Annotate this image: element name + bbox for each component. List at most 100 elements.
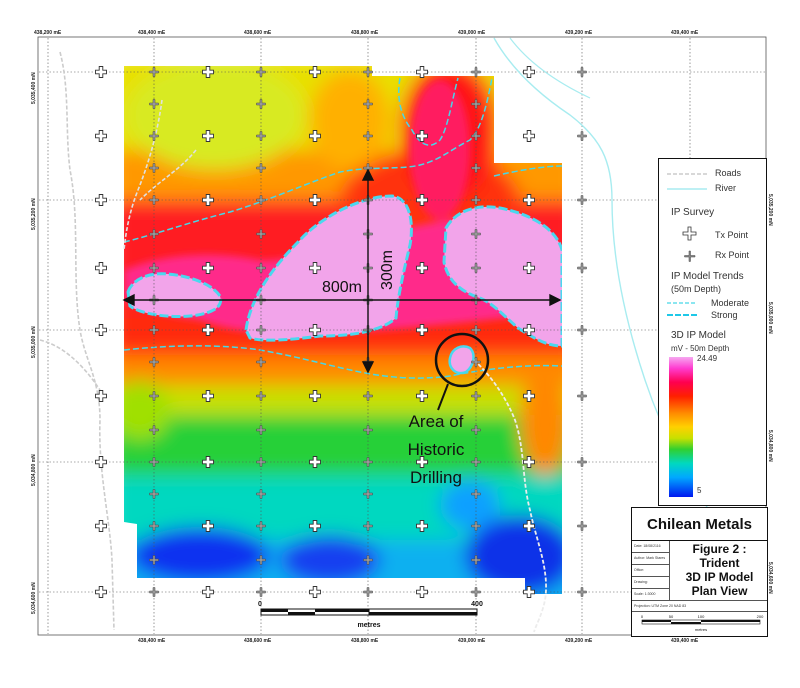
moderate-trend-east: [493, 165, 562, 177]
rx-point-icon: [363, 521, 373, 531]
legend-trends-subtitle: (50m Depth): [671, 284, 722, 294]
tx-point-icon: [309, 324, 321, 336]
tx-point-icon: [202, 586, 214, 598]
rx-point-icon: [256, 163, 266, 173]
legend-tx-point: Tx Point: [715, 230, 749, 240]
easting-label-top: 438,400 mE: [138, 30, 166, 36]
rx-point-icon: [363, 131, 373, 141]
tx-point-icon: [416, 324, 428, 336]
legend-min-value: 5: [697, 486, 702, 495]
rx-point-icon: [256, 521, 266, 531]
rx-point-icon: [577, 457, 587, 467]
rx-point-icon: [149, 263, 159, 273]
tx-point-icon: [95, 456, 107, 468]
tx-point-icon: [95, 520, 107, 532]
info-row: Date: 18/08/2116: [632, 541, 670, 553]
road-northwest-b: [139, 149, 197, 201]
river-branch: [509, 37, 591, 99]
rx-point-icon: [363, 425, 373, 435]
rx-point-icon: [256, 425, 266, 435]
legend-trends-title: IP Model Trends: [671, 271, 744, 282]
tx-point-icon: [416, 130, 428, 142]
tx-point-icon: [202, 520, 214, 532]
tb-scale-tick: 50: [669, 614, 674, 619]
rx-point-icon: [363, 457, 373, 467]
road-northwest: [123, 99, 163, 251]
northing-label-right: 5,035,000 mN: [767, 302, 773, 334]
rx-point-icon: [149, 457, 159, 467]
rx-point-icon: [149, 195, 159, 205]
annotation-line-3: Drilling: [410, 468, 462, 487]
projection: Projection: UTM Zone 20 NAD 83: [632, 600, 767, 612]
rx-point-icon: [471, 263, 481, 273]
moderate-trend-north: [124, 77, 493, 243]
tx-point-icon: [416, 520, 428, 532]
rx-point-icon: [149, 357, 159, 367]
rx-point-icon: [149, 391, 159, 401]
rx-point-icon: [256, 457, 266, 467]
tx-point-icon: [416, 390, 428, 402]
rx-point-icon: [471, 587, 481, 597]
rx-point-icon: [256, 263, 266, 273]
measure-horizontal-label: 800m: [322, 279, 362, 296]
rx-point-icon: [577, 263, 587, 273]
anomaly-drilling: [448, 345, 475, 375]
tx-point-icon: [523, 520, 535, 532]
rx-point-icon: [471, 391, 481, 401]
tx-point-icon: [416, 262, 428, 274]
rx-point-icon: [256, 67, 266, 77]
rx-point-icon: [577, 587, 587, 597]
tx-point-icon: [309, 390, 321, 402]
rx-point-icon: [363, 391, 373, 401]
figure-title: Figure 2 : Trident 3D IP Model Plan View: [672, 542, 767, 598]
tx-point-icon: [95, 324, 107, 336]
rx-point-icon: [363, 587, 373, 597]
northing-label-right: 5,035,200 mN: [767, 194, 773, 226]
tx-point-symbol: [682, 226, 697, 241]
moderate-trend-loop: [398, 77, 459, 146]
tx-point-icon: [202, 390, 214, 402]
easting-label-top: 438,200 mE: [34, 30, 62, 36]
info-row: Drawing:: [632, 577, 670, 589]
tx-point-icon: [309, 130, 321, 142]
tx-point-icon: [416, 456, 428, 468]
scalebar-start: 0: [258, 601, 262, 608]
road-drilling: [473, 359, 547, 633]
rx-point-icon: [256, 391, 266, 401]
rx-point-icon: [149, 555, 159, 565]
colorbar: [669, 357, 693, 497]
measure-vertical-label: 300m: [379, 250, 396, 290]
legend-moderate: Moderate: [711, 298, 750, 308]
measure-arrows: [122, 168, 562, 374]
rx-point-icon: [471, 325, 481, 335]
tx-point-icon: [95, 262, 107, 274]
rx-point-icon: [149, 229, 159, 239]
rx-point-symbol: [684, 250, 696, 262]
tb-scale-unit: metres: [695, 627, 707, 632]
tx-point-icon: [95, 194, 107, 206]
legend-max-value: 24.49: [697, 354, 718, 363]
rx-point-icon: [577, 521, 587, 531]
map-legend: Roads River IP Survey Tx Point Rx Point …: [658, 158, 767, 506]
northing-label-right: 5,034,800 mN: [767, 430, 773, 462]
tx-point-icon: [95, 66, 107, 78]
rx-point-icon: [256, 325, 266, 335]
easting-label-top: 439,400 mE: [671, 30, 699, 36]
rx-point-icon: [149, 67, 159, 77]
figure-title-line: Plan View: [691, 584, 748, 598]
easting-label-top: 438,600 mE: [244, 30, 272, 36]
annotation-line-2: Historic: [408, 440, 465, 459]
northing-label-left: 5,034,600 mN: [31, 582, 37, 614]
anomaly-west: [126, 272, 223, 318]
tx-points: [95, 66, 535, 598]
rx-point-icon: [256, 587, 266, 597]
rx-point-icon: [577, 67, 587, 77]
easting-label-bottom: 438,600 mE: [244, 638, 272, 644]
projection-text: Projection: UTM Zone 20 NAD 83: [634, 604, 687, 608]
rx-point-icon: [577, 391, 587, 401]
road-west-branch: [39, 339, 101, 391]
tx-point-icon: [523, 456, 535, 468]
tx-point-icon: [309, 262, 321, 274]
tx-point-icon: [95, 390, 107, 402]
